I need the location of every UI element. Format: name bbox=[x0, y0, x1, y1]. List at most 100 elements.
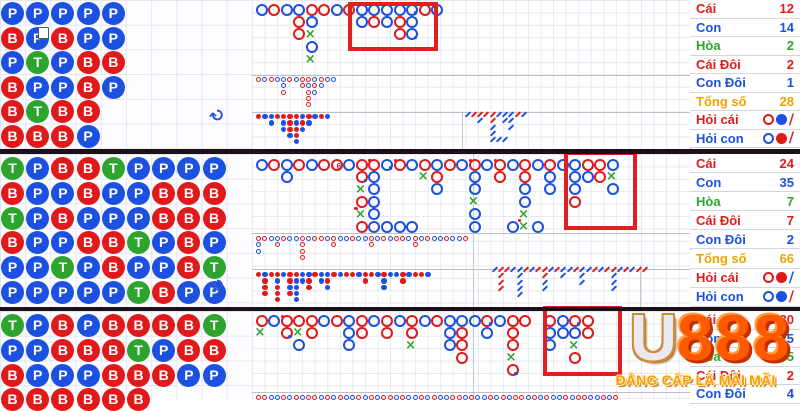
derived-dot-r bbox=[262, 278, 268, 284]
derived-circle-b bbox=[287, 236, 293, 241]
derived-circle-b bbox=[419, 236, 425, 241]
derived-circle-b bbox=[362, 236, 368, 241]
derived-dot-r bbox=[287, 120, 293, 126]
derived-circle-r bbox=[306, 89, 312, 95]
derived-circle-r bbox=[281, 236, 287, 241]
stat-row-Cái: Cái 24 bbox=[690, 154, 800, 174]
road-circle-r bbox=[318, 158, 331, 171]
derived-dot-r bbox=[350, 272, 356, 278]
bead-P: P bbox=[51, 75, 75, 99]
derived-dot-b bbox=[312, 114, 318, 120]
road-circle-r bbox=[280, 314, 293, 327]
section1-bead-plate-area[interactable] bbox=[0, 0, 252, 149]
bead-P: P bbox=[152, 338, 176, 362]
pair-dot bbox=[489, 322, 493, 326]
derived-circle-r bbox=[274, 242, 280, 248]
cursor-icon bbox=[38, 27, 49, 39]
derived-circle-b bbox=[450, 236, 456, 241]
derived-dot-b bbox=[387, 272, 394, 278]
bead-B: B bbox=[76, 51, 100, 75]
derived-circle-r bbox=[312, 83, 318, 89]
road-circle-b bbox=[343, 158, 356, 171]
bead-B: B bbox=[177, 256, 201, 280]
derived-circle-r bbox=[368, 236, 374, 241]
derived-dot-r bbox=[381, 272, 387, 278]
ask-road-row[interactable]: Hỏi con / bbox=[690, 287, 800, 307]
bead-B: B bbox=[51, 157, 75, 180]
road-circle-b bbox=[355, 15, 368, 28]
stat-label: Hỏi con bbox=[696, 130, 744, 146]
bead-P: P bbox=[1, 2, 24, 25]
derived-circle-b bbox=[343, 236, 349, 241]
band-line bbox=[252, 392, 690, 393]
pair-dot bbox=[413, 35, 418, 40]
section1-roads-area[interactable] bbox=[252, 0, 690, 149]
pair-dot bbox=[288, 334, 292, 338]
tie-x-mark: × bbox=[417, 169, 429, 185]
stat-label: Tổng số bbox=[696, 251, 747, 267]
derived-circle-b bbox=[406, 236, 412, 241]
derived-dot-r bbox=[274, 297, 281, 303]
bead-P: P bbox=[51, 363, 75, 387]
derived-dot-b bbox=[381, 284, 387, 290]
bead-B: B bbox=[177, 181, 201, 205]
road-circle-b bbox=[556, 326, 569, 339]
bead-B: B bbox=[1, 26, 24, 50]
road-circle-r bbox=[355, 326, 368, 339]
stat-label: Hỏi cái bbox=[696, 270, 739, 286]
bead-T: T bbox=[51, 256, 75, 280]
stat-label: Hỏi con bbox=[696, 289, 744, 305]
road-circle-b bbox=[268, 314, 281, 327]
tie-x-mark: × bbox=[254, 325, 266, 341]
tie-x-mark: × bbox=[354, 206, 366, 222]
derived-circle-b bbox=[431, 236, 437, 241]
road-circle-b bbox=[330, 3, 343, 16]
ask-road-row[interactable]: Hỏi cái / bbox=[690, 268, 800, 288]
road-circle-r bbox=[581, 326, 594, 339]
road-circle-r bbox=[481, 314, 494, 327]
road-circle-b bbox=[606, 183, 619, 196]
derived-circle-b bbox=[312, 89, 318, 95]
pair-dot bbox=[413, 11, 418, 15]
derived-dot-r bbox=[400, 272, 406, 278]
bead-P: P bbox=[152, 231, 176, 255]
derived-dot-b bbox=[281, 126, 287, 132]
highlight-rect bbox=[348, 2, 438, 51]
road-circle-b bbox=[569, 158, 582, 171]
road-circle-r bbox=[381, 314, 393, 327]
road-circle-b bbox=[368, 220, 381, 233]
bead-P: P bbox=[1, 51, 24, 75]
road-circle-b bbox=[519, 183, 532, 196]
bead-B: B bbox=[51, 206, 75, 230]
derived-circle-b bbox=[262, 77, 268, 82]
bead-P: P bbox=[26, 314, 50, 337]
derived-dot-b bbox=[293, 297, 299, 303]
bead-B: B bbox=[101, 256, 125, 280]
road-circle-r bbox=[393, 28, 406, 41]
bead-T: T bbox=[127, 231, 150, 255]
road-circle-r bbox=[368, 15, 381, 28]
derived-circle-b bbox=[318, 83, 324, 89]
road-circle-r bbox=[406, 314, 419, 327]
bead-P: P bbox=[76, 26, 100, 50]
bead-P: P bbox=[202, 157, 226, 180]
bead-P: P bbox=[51, 281, 75, 304]
derived-circle-r bbox=[312, 236, 318, 241]
derived-dot-b bbox=[262, 272, 268, 278]
ask-road-row[interactable]: Hỏi con / bbox=[690, 129, 800, 148]
ask-road-row[interactable]: Hỏi cái / bbox=[690, 111, 800, 130]
bead-P: P bbox=[152, 256, 176, 280]
road-circle-b bbox=[493, 314, 506, 327]
derived-dot-r bbox=[287, 290, 293, 297]
road-circle-b bbox=[406, 158, 419, 171]
stat-value: 12 bbox=[779, 1, 794, 17]
road-circle-b bbox=[255, 3, 268, 16]
tie-x-mark: × bbox=[605, 169, 617, 185]
derived-circle-b bbox=[331, 77, 337, 82]
road-circle-r bbox=[418, 158, 431, 171]
tie-x-mark: × bbox=[505, 350, 517, 366]
road-circle-r bbox=[594, 158, 607, 171]
bead-T: T bbox=[101, 157, 125, 180]
road-circle-b bbox=[305, 40, 318, 53]
derived-circle-r bbox=[350, 236, 356, 241]
